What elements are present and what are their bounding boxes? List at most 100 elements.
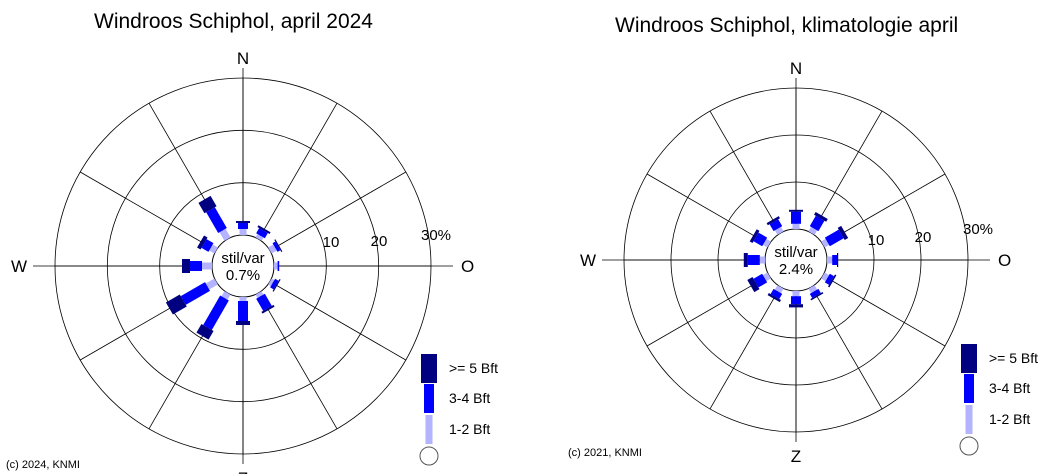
chart-title: Windroos Schiphol, klimatologie april bbox=[615, 14, 959, 37]
windrose-bar-mid bbox=[206, 207, 227, 233]
ring-label: 30% bbox=[421, 227, 451, 244]
windrose-bar-low bbox=[219, 228, 231, 241]
windrose-bar-high bbox=[747, 277, 760, 293]
compass-n: N bbox=[237, 49, 249, 68]
grid-spoke bbox=[258, 292, 338, 430]
grid-spoke bbox=[646, 275, 770, 347]
grid-spoke bbox=[258, 102, 338, 240]
windrose-bar-mid bbox=[769, 219, 783, 232]
windrose-bar-mid bbox=[256, 293, 272, 311]
windrose-bar-low bbox=[209, 244, 218, 254]
grid-spoke bbox=[811, 286, 883, 410]
legend-mid-label: 3-4 Bft bbox=[989, 380, 1030, 396]
legend: >= 5 Bft 3-4 Bft 1-2 Bft bbox=[959, 344, 1038, 456]
windrose-bar-high bbox=[261, 304, 275, 314]
windrose-bar-low bbox=[808, 285, 818, 294]
ring-label: 20 bbox=[915, 229, 932, 246]
windrose-bar-mid bbox=[824, 229, 844, 247]
windrose-bar-low bbox=[774, 226, 784, 235]
center-label: stil/var bbox=[221, 250, 264, 267]
legend-high-swatch bbox=[421, 354, 437, 383]
windrose-bar-mid bbox=[809, 288, 821, 299]
grid-spoke bbox=[269, 281, 407, 361]
legend-low-label: 1-2 Bft bbox=[449, 421, 490, 437]
grid-spoke bbox=[811, 110, 883, 234]
ring-label: 10 bbox=[323, 234, 340, 251]
windrose-bar-mid bbox=[203, 295, 229, 330]
windrose-panel-left: Windroos Schiphol, april 2024 stil/var 0.… bbox=[0, 0, 520, 474]
windrose-bar-mid bbox=[753, 232, 768, 247]
windrose-bar-high bbox=[810, 292, 824, 301]
windrose-bar-mid bbox=[753, 273, 768, 288]
windrose-bar-high bbox=[165, 294, 187, 315]
legend-low-swatch bbox=[965, 405, 973, 434]
windrose-bar-high bbox=[196, 323, 214, 340]
windrose-bar-high bbox=[198, 195, 217, 214]
windrose-bar-low bbox=[255, 233, 264, 241]
center-label: stil/var bbox=[774, 244, 817, 261]
windrose-bar-low bbox=[762, 238, 771, 248]
windrose-bar-mid bbox=[201, 239, 214, 252]
windrose-bar-high bbox=[272, 279, 281, 292]
grid-ring bbox=[717, 181, 875, 339]
grid-ring bbox=[54, 77, 432, 455]
legend: >= 5 Bft 3-4 Bft 1-2 Bft bbox=[419, 354, 498, 466]
grid-spoke bbox=[822, 275, 946, 347]
windrose-bar-mid bbox=[272, 241, 281, 252]
compass-n: N bbox=[790, 59, 802, 78]
grid-spoke bbox=[709, 110, 781, 234]
windrose-bar-low bbox=[268, 278, 275, 287]
windrose-bar-mid bbox=[270, 278, 279, 290]
ring-label: 30% bbox=[963, 221, 993, 238]
windrose-bar-high bbox=[837, 225, 849, 240]
copyright-text: (c) 2021, KNMI bbox=[568, 447, 642, 459]
windrose-bar-low bbox=[205, 278, 218, 290]
chart-title: Windroos Schiphol, april 2024 bbox=[94, 10, 373, 33]
copyright-text: (c) 2024, KNMI bbox=[6, 459, 80, 471]
windrose-bar-low bbox=[268, 244, 277, 254]
legend-high-swatch bbox=[961, 344, 977, 373]
legend-low-label: 1-2 Bft bbox=[989, 411, 1030, 427]
legend-mid-label: 3-4 Bft bbox=[449, 390, 490, 406]
windrose-bar-low bbox=[821, 238, 830, 248]
grid-spoke bbox=[269, 171, 407, 251]
windrose-bar-mid bbox=[256, 227, 268, 239]
windrose-bar-high bbox=[828, 274, 837, 288]
windrose-panel-right: Windroos Schiphol, klimatologie april st… bbox=[548, 0, 1052, 474]
windrose-bar-high bbox=[197, 235, 208, 250]
calm-value: 2.4% bbox=[779, 261, 813, 278]
windrose-bar-low bbox=[821, 272, 830, 282]
legend-low-swatch bbox=[425, 415, 433, 444]
compass-s: Z bbox=[791, 447, 801, 466]
grid-spoke bbox=[79, 171, 217, 251]
windrose-bar-high bbox=[814, 211, 828, 222]
compass-w: W bbox=[580, 251, 596, 270]
legend-mid-swatch bbox=[424, 384, 434, 413]
legend-calm-circle bbox=[959, 436, 979, 456]
compass-e: O bbox=[998, 251, 1011, 270]
ring-label: 10 bbox=[868, 232, 885, 249]
windrose-bar-low bbox=[221, 291, 231, 300]
windrose-bar-low bbox=[762, 272, 771, 282]
windrose-bar-high bbox=[767, 293, 781, 303]
windrose-bar-high bbox=[749, 229, 760, 243]
windrose-bar-low bbox=[774, 285, 784, 294]
grid-ring bbox=[670, 134, 922, 386]
grid-spoke bbox=[646, 173, 770, 245]
ring-label: 20 bbox=[371, 233, 388, 250]
compass-w: W bbox=[11, 257, 27, 276]
grid-spoke bbox=[709, 286, 781, 410]
windrose-bar-mid bbox=[770, 288, 783, 300]
grid-ring bbox=[623, 87, 969, 433]
windrose-bar-low bbox=[255, 291, 264, 299]
windrose-bar-high bbox=[766, 216, 780, 226]
compass-s: Z bbox=[238, 469, 248, 474]
windrose-bar-low bbox=[808, 226, 818, 235]
grid-ring bbox=[159, 182, 327, 350]
compass-e: O bbox=[461, 257, 474, 276]
windrose-bar-mid bbox=[824, 273, 835, 285]
